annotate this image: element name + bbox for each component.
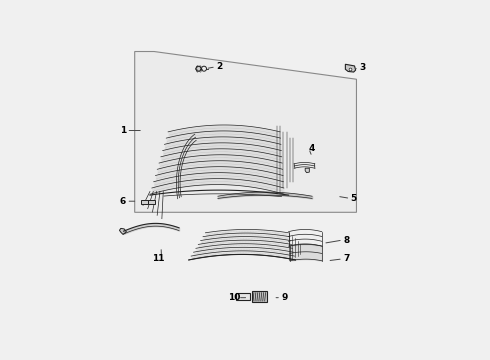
Polygon shape [120, 228, 126, 234]
Text: 7: 7 [343, 255, 349, 264]
Text: 9: 9 [281, 293, 288, 302]
Text: 4: 4 [309, 144, 315, 153]
Text: 8: 8 [343, 235, 349, 244]
FancyBboxPatch shape [252, 291, 267, 302]
Text: 5: 5 [350, 194, 357, 203]
Text: 1: 1 [120, 126, 126, 135]
Polygon shape [135, 51, 356, 212]
Text: 10: 10 [228, 293, 241, 302]
FancyBboxPatch shape [236, 293, 250, 300]
Polygon shape [196, 66, 201, 71]
Polygon shape [148, 200, 155, 204]
Text: 6: 6 [120, 197, 126, 206]
Text: 3: 3 [359, 63, 365, 72]
Text: 11: 11 [152, 255, 165, 264]
Polygon shape [305, 168, 309, 173]
Text: 2: 2 [216, 62, 222, 71]
Polygon shape [345, 64, 356, 72]
Polygon shape [141, 200, 148, 204]
